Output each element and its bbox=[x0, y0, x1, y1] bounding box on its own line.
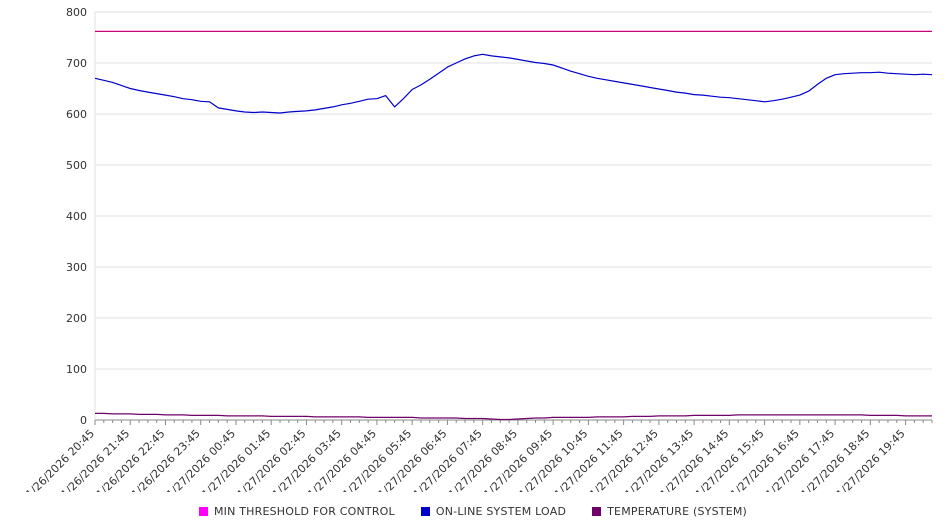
legend-swatch-system-load-icon bbox=[420, 507, 430, 516]
y-tick-label: 100 bbox=[66, 363, 87, 376]
y-tick-label: 300 bbox=[66, 261, 87, 274]
legend-label-system-load: ON-LINE SYSTEM LOAD bbox=[435, 505, 567, 518]
y-tick-label: 0 bbox=[80, 414, 87, 427]
legend-swatch-min-threshold-icon bbox=[198, 507, 208, 516]
y-tick-label: 600 bbox=[66, 108, 87, 121]
legend-swatch-temperature-icon bbox=[592, 507, 602, 516]
series-line bbox=[94, 53, 933, 114]
y-tick-label: 800 bbox=[66, 6, 87, 19]
y-tick-label: 500 bbox=[66, 159, 87, 172]
legend-item-temperature: TEMPERATURE (SYSTEM) bbox=[592, 505, 747, 518]
series-line bbox=[95, 412, 932, 421]
legend-item-min-threshold: MIN THRESHOLD FOR CONTROL bbox=[198, 505, 395, 518]
legend-item-system-load: ON-LINE SYSTEM LOAD bbox=[420, 505, 567, 518]
legend-label-min-threshold: MIN THRESHOLD FOR CONTROL bbox=[213, 505, 395, 518]
legend-label-temperature: TEMPERATURE (SYSTEM) bbox=[607, 505, 748, 518]
y-tick-label: 400 bbox=[66, 210, 87, 223]
y-tick-label: 700 bbox=[66, 57, 87, 70]
chart-legend: MIN THRESHOLD FOR CONTROL ON-LINE SYSTEM… bbox=[0, 505, 946, 518]
y-tick-label: 200 bbox=[66, 312, 87, 325]
